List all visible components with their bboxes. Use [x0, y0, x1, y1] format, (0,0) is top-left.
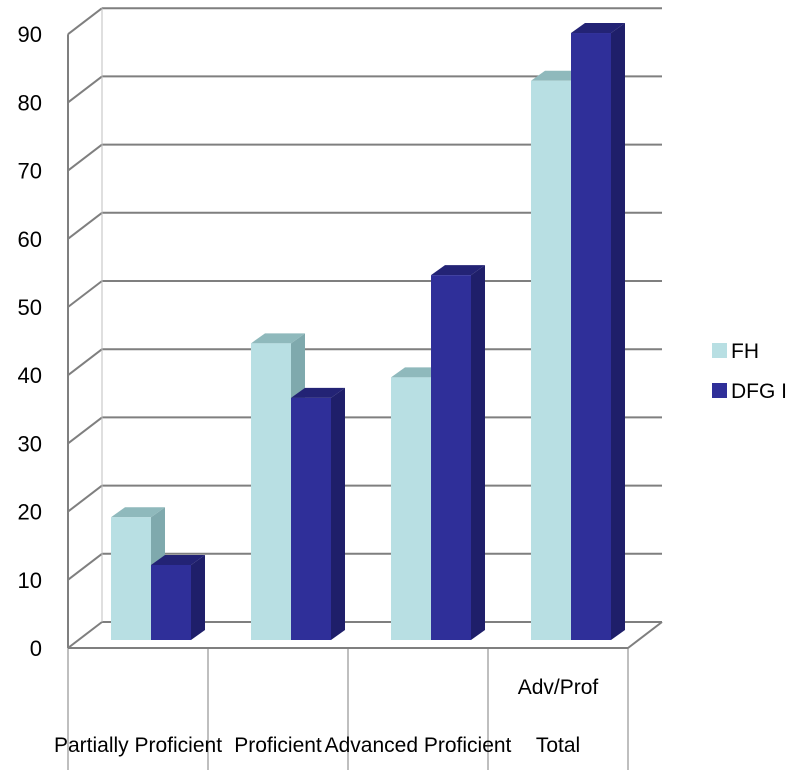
legend-label: FH — [731, 340, 759, 363]
y-tick-label: 30 — [18, 431, 42, 456]
y-tick-label: 80 — [18, 90, 42, 115]
bar-top — [151, 554, 205, 565]
bar — [571, 23, 625, 640]
y-tick-label: 40 — [18, 363, 42, 388]
bar — [151, 554, 205, 640]
x-axis: Partially Proficient Proficient Advanced P… — [54, 648, 629, 770]
bar-top — [431, 265, 485, 276]
legend-swatch — [712, 343, 727, 358]
bar-front — [431, 275, 471, 640]
bar-side — [331, 387, 345, 640]
y-tick-label: 20 — [18, 500, 42, 525]
y-tick-label: 90 — [18, 22, 42, 47]
gridline-depth — [67, 75, 103, 104]
bar-front — [291, 397, 331, 640]
x-tick-label: Proficient — [234, 734, 322, 757]
bar — [431, 265, 485, 640]
y-tick-label: 10 — [18, 568, 42, 593]
gridline-depth — [67, 212, 103, 240]
gridline-depth — [67, 7, 103, 35]
gridline-depth — [67, 280, 103, 308]
gridline-depth — [67, 416, 103, 445]
legend-swatch — [712, 383, 727, 398]
y-tick-label: 70 — [18, 159, 42, 184]
bar-front — [251, 343, 291, 640]
bar-side — [191, 554, 205, 640]
legend-label: DFG I — [731, 380, 787, 403]
bar-side — [611, 23, 625, 640]
floor-right-edge — [627, 621, 663, 649]
y-tick-labels: 0 10 20 30 40 50 60 70 80 90 — [18, 22, 42, 661]
bar-front — [151, 564, 191, 640]
bar-front — [111, 517, 151, 640]
bar-side — [471, 265, 485, 640]
gridline-depth — [67, 484, 103, 513]
y-tick-label: 50 — [18, 295, 42, 320]
bar-front — [391, 377, 431, 640]
gridline-depth — [67, 348, 103, 376]
x-tick-label: Total — [536, 734, 580, 757]
gridline-depth — [67, 553, 103, 581]
y-tick-label: 60 — [18, 227, 42, 252]
x-tick-label: Advanced Proficient — [325, 734, 512, 757]
bar-top — [251, 333, 305, 344]
bar — [291, 387, 345, 640]
y-tick-label: 0 — [30, 636, 42, 661]
x-tick-sublabel: Adv/Prof — [518, 676, 599, 699]
bar-front — [571, 33, 611, 640]
gridline-depth — [67, 621, 103, 649]
bar-front — [531, 80, 571, 640]
bar-top — [111, 507, 165, 518]
x-tick-label: Partially Proficient — [54, 734, 222, 757]
bar-top — [291, 387, 345, 398]
bars — [111, 23, 625, 640]
legend: FH DFG I — [712, 340, 787, 403]
bar-top — [571, 23, 625, 34]
gridline-depth — [67, 143, 103, 172]
